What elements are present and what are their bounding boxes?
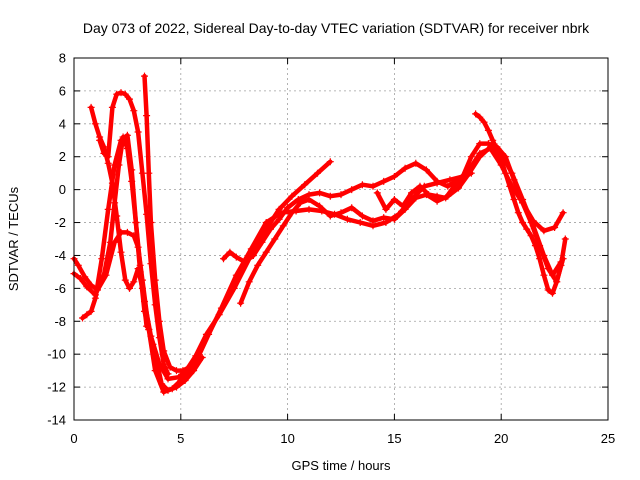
x-axis-label: GPS time / hours <box>292 458 391 473</box>
data-series-trace-9 <box>373 140 567 286</box>
y-axis-label: SDTVAR / TECUs <box>6 186 21 291</box>
data-point-markers <box>373 140 567 286</box>
y-tick-label: -8 <box>54 314 66 329</box>
y-tick-label: -2 <box>54 215 66 230</box>
series-line <box>473 111 568 296</box>
data-series <box>70 72 569 396</box>
x-tick-label: 25 <box>601 431 615 446</box>
y-tick-label: -14 <box>47 413 66 428</box>
y-tick-label: -12 <box>47 380 66 395</box>
data-series-trace-10 <box>472 110 569 297</box>
chart-title: Day 073 of 2022, Sidereal Day-to-day VTE… <box>83 20 590 36</box>
data-series-trace-3 <box>79 131 206 394</box>
y-tick-label: -6 <box>54 281 66 296</box>
y-tick-label: -4 <box>54 248 66 263</box>
data-point-markers <box>472 110 569 297</box>
data-point-markers <box>96 89 172 378</box>
data-series-trace-6 <box>141 72 193 375</box>
x-tick-label: 20 <box>494 431 508 446</box>
x-tick-label: 0 <box>70 431 77 446</box>
x-tick-label: 10 <box>280 431 294 446</box>
y-tick-label: 8 <box>59 51 66 66</box>
plot-frame <box>73 57 609 421</box>
y-tick-label: 0 <box>59 182 66 197</box>
y-tick-label: -10 <box>47 347 66 362</box>
y-tick-label: 2 <box>59 149 66 164</box>
y-tick-label: 6 <box>59 83 66 98</box>
data-point-markers <box>141 72 193 375</box>
x-tick-label: 15 <box>387 431 401 446</box>
y-tick-label: 4 <box>59 116 66 131</box>
series-line <box>221 146 566 265</box>
x-tick-label: 5 <box>177 431 184 446</box>
series-line <box>80 133 205 393</box>
data-series-trace-8 <box>237 143 565 307</box>
